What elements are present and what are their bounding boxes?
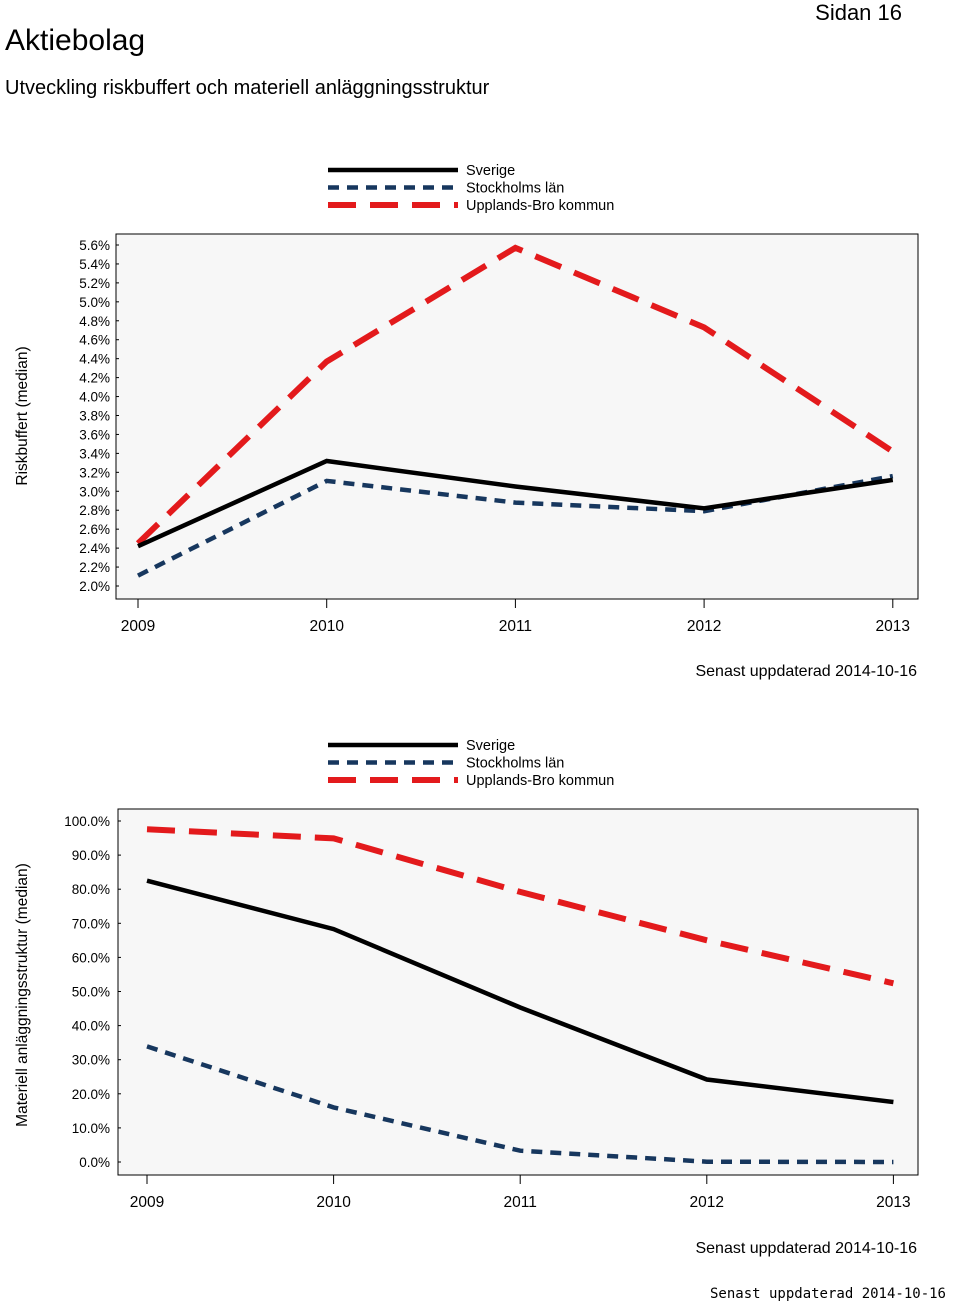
y-tick-label: 90.0%	[72, 848, 110, 863]
x-tick-label: 2012	[690, 1194, 724, 1211]
legend-label-stockholms-l-n: Stockholms län	[466, 756, 564, 772]
y-tick-label: 60.0%	[72, 950, 110, 965]
series-line-upplands-bro-kommun	[146, 826, 895, 987]
y-tick-label: 2.4%	[79, 541, 110, 556]
y-tick-label: 80.0%	[72, 882, 110, 897]
plot-area	[117, 808, 919, 1176]
x-tick-label: 2011	[504, 1194, 537, 1211]
y-tick-label: 4.4%	[79, 352, 110, 367]
series-line-stockholms-l-n	[146, 1044, 894, 1165]
plot-area	[115, 233, 919, 600]
y-tick-label: 4.6%	[79, 333, 110, 348]
y-tick-label: 20.0%	[72, 1087, 110, 1102]
y-tick-label: 2.8%	[79, 503, 110, 518]
x-tick-label: 2009	[130, 1194, 164, 1211]
x-tick-label: 2011	[499, 618, 532, 635]
y-tick-label: 50.0%	[72, 985, 110, 1000]
y-tick-label: 3.8%	[79, 409, 110, 424]
series-line-sverige	[146, 878, 894, 1105]
legend-label-sverige: Sverige	[466, 738, 515, 754]
y-tick-label: 2.6%	[79, 522, 110, 537]
x-tick-label: 2010	[309, 618, 344, 635]
chart-updated-note: Senast uppdaterad 2014-10-16	[695, 1240, 917, 1257]
footer-update-stamp: Senast uppdaterad 2014-10-16	[709, 1286, 946, 1302]
y-tick-label: 3.0%	[79, 484, 110, 499]
legend-label-upplands-bro-kommun: Upplands-Bro kommun	[466, 773, 614, 789]
y-tick-label: 4.8%	[79, 314, 110, 329]
y-axis-label: Riskbuffert (median)	[14, 346, 31, 485]
y-tick-label: 0.0%	[79, 1155, 110, 1170]
y-tick-label: 2.0%	[79, 579, 110, 594]
y-tick-label: 10.0%	[72, 1121, 110, 1136]
y-tick-label: 5.0%	[79, 295, 110, 310]
y-tick-label: 3.4%	[79, 446, 110, 461]
page-title: Aktiebolag	[5, 24, 146, 57]
y-tick-label: 100.0%	[64, 814, 110, 829]
page-subtitle: Utveckling riskbuffert och materiell anl…	[5, 77, 490, 99]
series-line-upplands-bro-kommun	[135, 244, 895, 546]
y-tick-label: 3.6%	[79, 427, 110, 442]
y-tick-label: 5.6%	[79, 238, 110, 253]
y-tick-label: 40.0%	[72, 1019, 110, 1034]
y-tick-label: 4.2%	[79, 371, 110, 386]
page-number: Sidan 16	[815, 0, 902, 25]
y-tick-label: 2.2%	[79, 560, 110, 575]
y-tick-label: 3.2%	[79, 465, 110, 480]
legend-label-stockholms-l-n: Stockholms län	[466, 181, 564, 197]
y-tick-label: 30.0%	[72, 1053, 110, 1068]
y-tick-label: 5.4%	[79, 257, 110, 272]
y-axis-label: Materiell anläggningsstruktur (median)	[14, 863, 31, 1127]
y-tick-label: 4.0%	[79, 390, 110, 405]
y-tick-label: 70.0%	[72, 916, 110, 931]
series-line-sverige	[137, 458, 894, 549]
legend-label-upplands-bro-kommun: Upplands-Bro kommun	[466, 198, 614, 214]
x-tick-label: 2010	[316, 1194, 351, 1211]
chart-updated-note: Senast uppdaterad 2014-10-16	[695, 663, 917, 680]
y-tick-label: 5.2%	[79, 276, 110, 291]
x-tick-label: 2013	[876, 1194, 910, 1211]
x-tick-label: 2013	[876, 618, 910, 635]
legend-label-sverige: Sverige	[466, 163, 515, 179]
x-tick-label: 2009	[121, 618, 155, 635]
x-tick-label: 2012	[687, 618, 721, 635]
